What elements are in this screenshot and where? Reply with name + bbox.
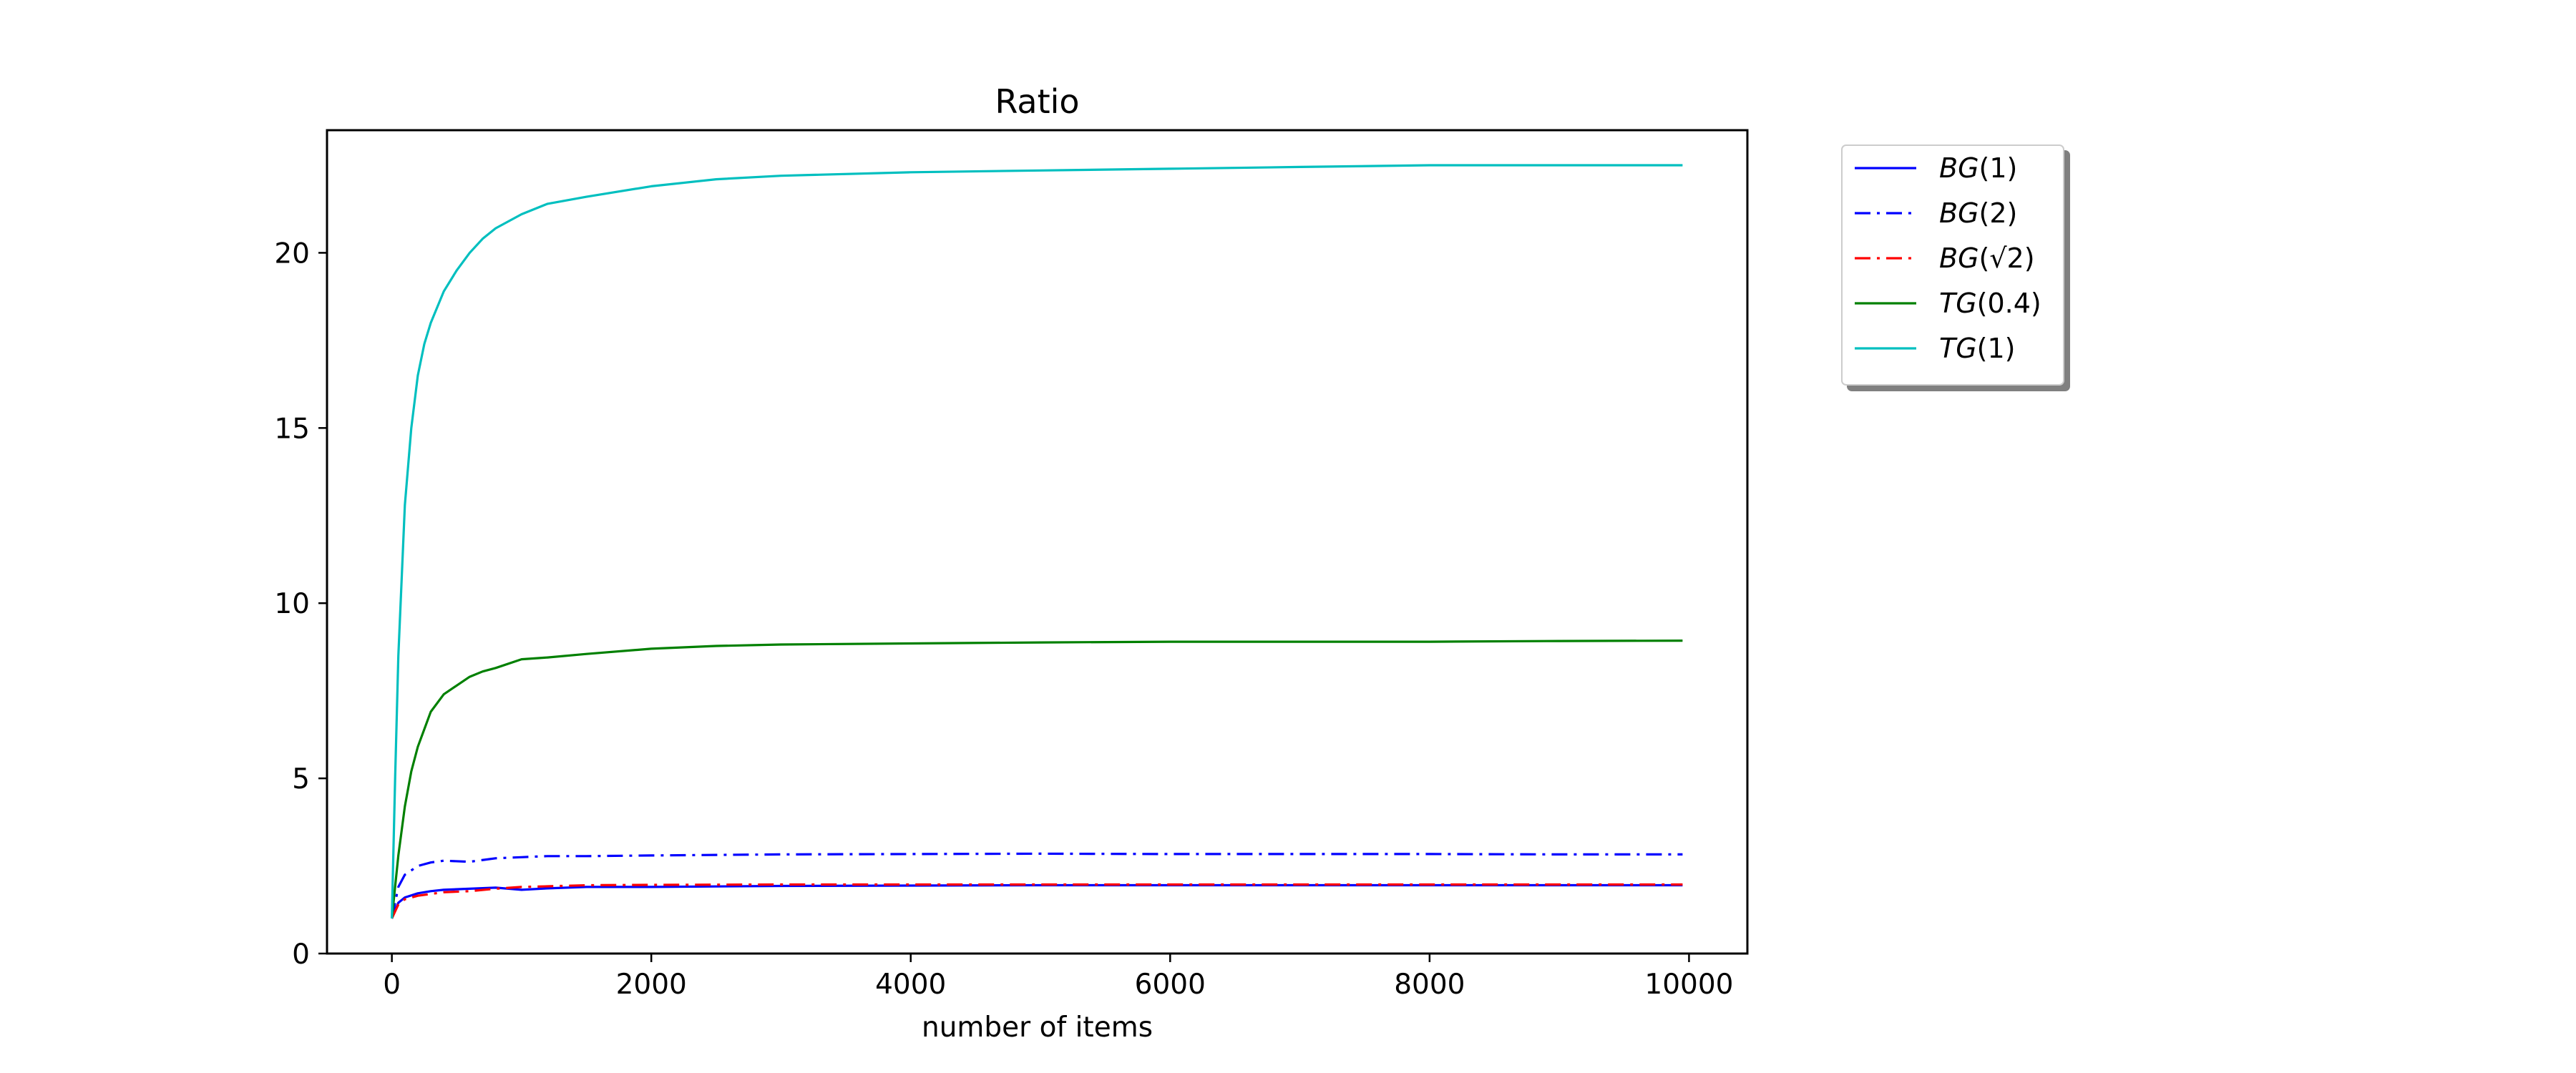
y-axis: 0 5 10 15 20 xyxy=(274,237,327,971)
chart-title: Ratio xyxy=(995,82,1079,121)
legend-label-args: (√2) xyxy=(1979,242,2035,274)
series-line-0 xyxy=(391,883,1683,919)
legend-box xyxy=(1841,144,2064,386)
legend-label-italic: BG xyxy=(1939,197,1979,229)
x-tick-label: 2000 xyxy=(616,969,687,1001)
legend-label-0: BG(1) xyxy=(1939,152,2017,184)
legend: BG(1)BG(2)BG(√2)TG(0.4)TG(1) xyxy=(1841,144,2064,386)
y-tick-label: 0 xyxy=(292,939,310,971)
legend-label-4: TG(1) xyxy=(1939,333,2016,364)
series-layer xyxy=(391,164,1683,919)
x-axis: 0 2000 4000 6000 8000 10000 xyxy=(383,954,1733,1001)
y-tick-label: 20 xyxy=(274,237,310,270)
x-axis-label: number of items xyxy=(922,1011,1153,1044)
plot-area-frame xyxy=(326,129,1749,955)
legend-label-italic: BG xyxy=(1939,242,1979,274)
legend-label-1: BG(2) xyxy=(1939,197,2017,229)
x-tick-label: 8000 xyxy=(1394,969,1465,1001)
legend-label-italic: TG xyxy=(1939,333,1977,364)
x-tick-label: 0 xyxy=(383,969,401,1001)
legend-label-args: (1) xyxy=(1977,333,2016,364)
y-tick-label: 15 xyxy=(274,413,310,445)
legend-label-italic: TG xyxy=(1939,288,1977,319)
legend-label-3: TG(0.4) xyxy=(1939,288,2041,319)
legend-label-args: (2) xyxy=(1979,197,2018,229)
legend-label-italic: BG xyxy=(1939,152,1979,184)
x-tick-label: 10000 xyxy=(1644,969,1733,1001)
y-tick-label: 10 xyxy=(274,588,310,620)
legend-label-args: (1) xyxy=(1979,152,2018,184)
series-line-4 xyxy=(391,164,1683,919)
legend-label-args: (0.4) xyxy=(1977,288,2041,319)
series-line-2 xyxy=(391,883,1683,919)
x-tick-label: 4000 xyxy=(875,969,946,1001)
y-tick-label: 5 xyxy=(292,763,310,795)
series-line-3 xyxy=(391,639,1683,919)
x-tick-label: 6000 xyxy=(1135,969,1206,1001)
legend-label-2: BG(√2) xyxy=(1939,242,2035,274)
series-line-1 xyxy=(391,852,1683,919)
